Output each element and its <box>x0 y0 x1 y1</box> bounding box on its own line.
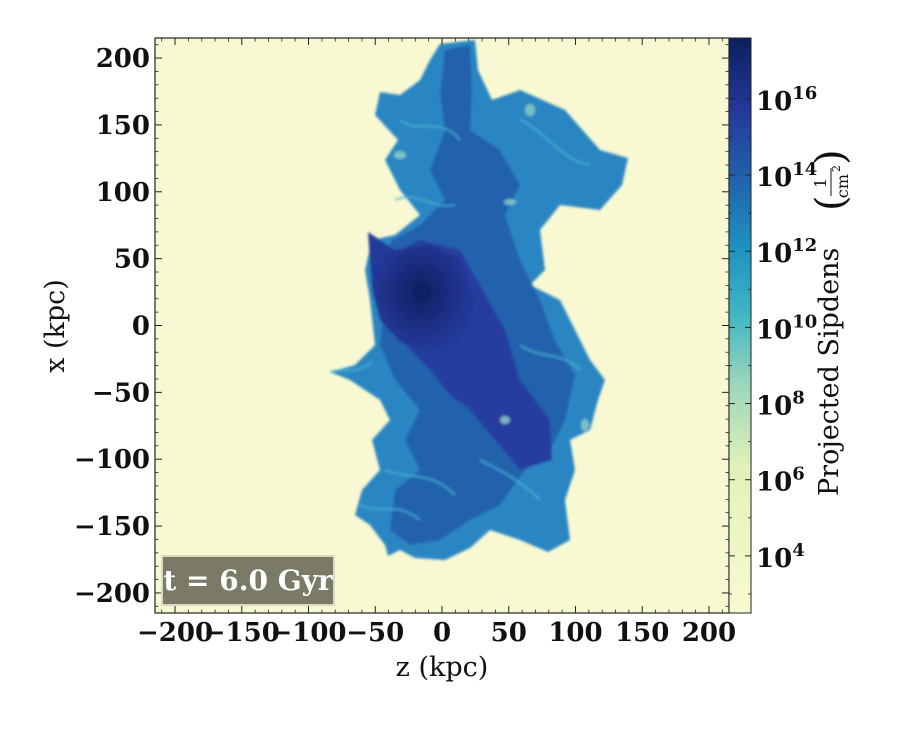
colorbar-unit: ( 1 cm 2 ) <box>808 149 854 211</box>
x-tick-label: 50 <box>491 618 527 648</box>
colorbar-unit-open-paren: ( <box>808 195 854 211</box>
y-axis-tick-labels: −200 −150 −100 −50 0 50 100 150 200 <box>74 44 150 609</box>
x-tick-label: −100 <box>270 618 346 648</box>
colorbar-tick-labels: 104 106 108 1010 1012 1014 1016 <box>756 83 817 574</box>
colorbar-unit-numerator: 1 <box>811 178 830 188</box>
colorbar <box>728 37 752 614</box>
colorbar-tick-label: 1010 <box>756 311 817 345</box>
time-annotation: t = 6.0 Gyr <box>161 555 335 606</box>
gas-density-map <box>329 40 628 560</box>
time-annotation-box <box>161 555 335 606</box>
y-axis-ticks <box>155 44 729 607</box>
x-axis-tick-labels: −200−150−100 −50 0 50 100 150 200 <box>137 618 736 648</box>
colorbar-unit-close-paren: ) <box>808 149 854 165</box>
colorbar-ticks <box>729 60 751 595</box>
y-tick-label: −150 <box>74 512 150 542</box>
colorbar-title: Projected Sipdens ( 1 cm 2 ) <box>808 149 854 496</box>
y-tick-label: −100 <box>74 445 150 475</box>
x-tick-label: −50 <box>346 618 404 648</box>
x-tick-label: −200 <box>137 618 213 648</box>
colorbar-unit-denominator: cm <box>833 174 852 198</box>
x-tick-label: 150 <box>615 618 669 648</box>
y-tick-label: 50 <box>114 245 150 275</box>
colorbar-unit-exponent: 2 <box>830 165 843 172</box>
y-tick-label: 200 <box>96 44 150 74</box>
x-tick-label: 0 <box>433 618 451 648</box>
y-tick-label: −50 <box>92 378 150 408</box>
colorbar-tick-label: 1012 <box>756 235 817 269</box>
x-tick-label: 100 <box>548 618 602 648</box>
x-tick-label: −150 <box>204 618 280 648</box>
light-patches <box>394 104 589 431</box>
y-axis-label: x (kpc) <box>40 279 71 373</box>
y-tick-label: 150 <box>96 111 150 141</box>
colorbar-tick-label: 1016 <box>756 83 817 117</box>
x-axis-ticks <box>161 38 723 613</box>
colorbar-tick-label: 108 <box>756 388 805 422</box>
dense-core <box>368 232 475 352</box>
y-tick-label: 100 <box>96 178 150 208</box>
filaments <box>329 119 591 521</box>
x-axis-label: z (kpc) <box>396 652 489 683</box>
y-tick-label: 0 <box>132 312 150 342</box>
colorbar-tick-label: 106 <box>756 464 805 498</box>
colorbar-label: Projected Sipdens <box>814 248 845 496</box>
x-tick-label: 200 <box>682 618 736 648</box>
time-annotation-text: t = 6.0 Gyr <box>163 564 334 597</box>
colorbar-tick-label: 104 <box>756 540 805 574</box>
colorbar-tick-label: 1014 <box>756 159 817 193</box>
y-tick-label: −200 <box>74 579 150 609</box>
